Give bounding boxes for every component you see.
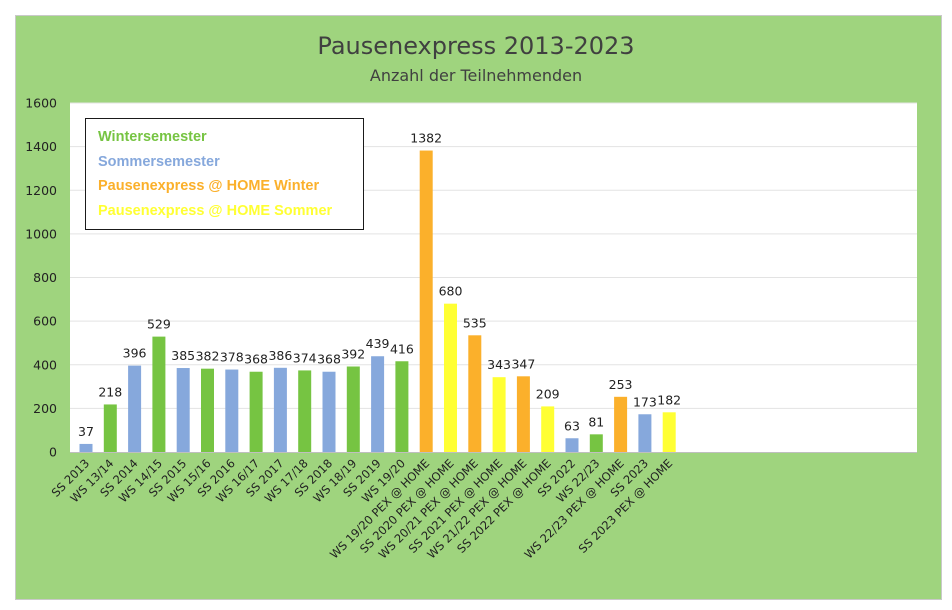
bar	[273, 367, 287, 452]
data-label: 368	[244, 352, 268, 367]
bar	[225, 369, 239, 452]
chart-subtitle: Anzahl der Teilnehmenden	[369, 66, 583, 85]
data-label: 392	[341, 346, 365, 361]
y-tick-label: 1600	[25, 96, 57, 111]
bar	[589, 434, 603, 452]
data-label: 680	[439, 284, 463, 299]
legend-item-home-sommer: Pausenexpress @ HOME Sommer	[98, 202, 333, 219]
y-tick-label: 1000	[25, 226, 57, 241]
bar	[662, 412, 676, 452]
bar	[468, 335, 482, 452]
bar	[492, 377, 506, 452]
data-label: 81	[588, 414, 604, 429]
bar	[541, 406, 555, 452]
bar	[565, 438, 579, 452]
bar	[176, 368, 190, 452]
chart-title: Pausenexpress 2013-2023	[317, 32, 635, 60]
data-label: 368	[317, 352, 341, 367]
data-label: 218	[98, 384, 122, 399]
bar	[249, 371, 263, 452]
data-label: 253	[609, 377, 633, 392]
data-label: 374	[293, 350, 317, 365]
data-label: 386	[268, 348, 292, 363]
bar	[298, 370, 312, 452]
y-tick-label: 0	[49, 445, 57, 460]
data-label: 209	[536, 386, 560, 401]
legend-item-home-winter: Pausenexpress @ HOME Winter	[98, 178, 320, 194]
data-label: 382	[196, 349, 220, 364]
data-label: 173	[633, 394, 657, 409]
bar	[201, 368, 214, 452]
y-tick-label: 1400	[25, 139, 57, 154]
bar	[346, 366, 360, 452]
data-label: 416	[390, 341, 414, 356]
legend-item-sommersemester: Sommersemester	[98, 153, 220, 170]
bar	[516, 376, 530, 452]
bar	[322, 371, 336, 452]
y-tick-label: 600	[33, 314, 57, 329]
bar	[419, 150, 433, 452]
data-label: 347	[511, 356, 535, 371]
y-tick-label: 200	[33, 401, 57, 416]
data-label: 385	[171, 348, 195, 363]
legend-item-wintersemester: Wintersemester	[98, 129, 207, 145]
data-label: 1382	[410, 131, 442, 146]
bar	[79, 443, 93, 452]
bar	[638, 414, 652, 452]
bar	[371, 356, 385, 452]
y-tick-label: 1200	[25, 183, 57, 198]
data-label: 378	[220, 350, 244, 365]
data-label: 63	[564, 418, 580, 433]
data-label: 343	[487, 357, 511, 372]
y-tick-label: 400	[33, 357, 57, 372]
data-label: 529	[147, 317, 171, 332]
data-label: 37	[78, 424, 94, 439]
bar	[444, 303, 457, 452]
data-label: 535	[463, 315, 487, 330]
y-tick-label: 800	[33, 270, 57, 285]
bar	[128, 365, 142, 452]
bar	[103, 404, 117, 452]
data-label: 439	[366, 336, 390, 351]
data-label: 182	[657, 392, 681, 407]
chart-legend: Wintersemester Sommersemester Pausenexpr…	[85, 118, 364, 230]
bar	[152, 336, 166, 452]
bar	[395, 361, 409, 452]
bar	[614, 396, 628, 452]
data-label: 396	[123, 346, 147, 361]
